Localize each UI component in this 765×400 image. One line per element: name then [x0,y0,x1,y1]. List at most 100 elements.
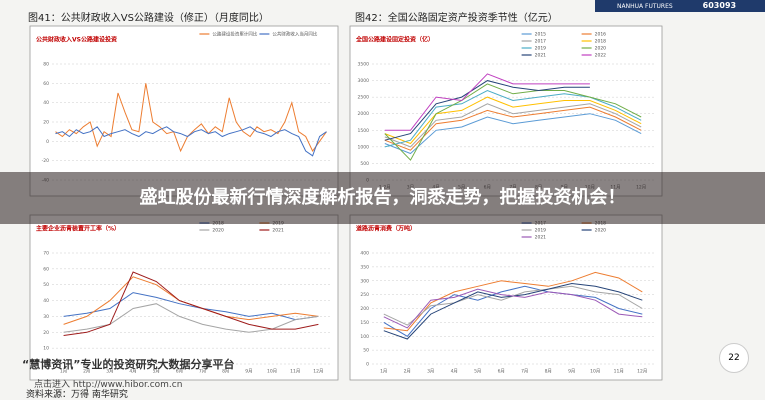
y-tick-label: 250 [360,292,369,298]
watermark: “慧博资讯”专业的投资研究大数据分享平台 [22,358,235,371]
x-tick-label: 11月 [290,369,300,375]
x-tick-label: 9月 [568,369,575,375]
figure-caption: 图42：全国公路固定资产投资季节性（亿元） [355,13,558,24]
x-tick-label: 12月 [637,369,647,375]
series-line [383,271,643,332]
chart-frame [29,25,339,197]
logo: NANHUA FUTURES 603093 [595,0,765,12]
y-tick-label: 500 [360,161,369,167]
x-tick-label: 5月 [153,369,160,375]
chart-frame [349,214,663,381]
x-tick-label: 1月 [60,369,67,375]
x-tick-label: 2月 [83,369,90,375]
y-tick-label: 50 [43,282,49,288]
y-tick-label: 2500 [358,95,370,101]
x-tick-label: 11月 [614,369,624,375]
x-tick-label: 2月 [404,369,411,375]
legend-label: 2018 [595,39,607,45]
series-line [55,83,327,153]
x-tick-label: 10月 [590,369,600,375]
figure-caption: 图41：公共财政收入VS公路建设（修正）（月度同比） [28,13,269,24]
legend-label: 公共财政收入当月同比 [272,31,317,38]
y-tick-label: 40 [43,298,49,304]
x-tick-label: 3月 [106,369,113,375]
y-tick-label: -20 [42,158,49,164]
legend-label: 2015 [535,32,547,38]
banner: 盛虹股份最新行情深度解析报告，洞悉走势，把握投资机会！ [0,172,765,224]
legend-label: 2019 [535,228,547,234]
legend-label: 2017 [535,39,547,45]
y-tick-label: 0 [366,362,369,368]
legend-label: 2022 [595,53,607,59]
y-tick-label: 20 [43,330,49,336]
y-tick-label: 300 [360,278,369,284]
series-line [63,303,319,333]
x-tick-label: 6月 [176,369,183,375]
y-tick-label: 70 [43,251,49,257]
y-tick-label: 0 [46,362,49,368]
y-tick-label: 350 [360,264,369,270]
y-tick-label: 1000 [358,144,370,150]
chart-title: 主要企业沥青装置开工率（%） [36,225,120,233]
x-tick-label: 4月 [129,369,136,375]
legend-label: 2020 [212,228,224,234]
y-tick-label: 3500 [358,62,370,68]
x-tick-label: 9月 [245,369,252,375]
y-tick-label: 10 [43,346,49,352]
logo-text: NANHUA FUTURES [617,3,673,10]
x-tick-label: 12月 [313,369,323,375]
legend-label: 2021 [535,53,547,59]
legend-label: 2016 [595,32,607,38]
page-number: 22 [719,343,749,373]
series-line [384,96,642,145]
series-line [383,288,643,329]
x-tick-label: 1月 [380,369,387,375]
series-line [55,126,327,157]
y-tick-label: 400 [360,251,369,257]
y-tick-label: 150 [360,320,369,326]
y-tick-label: 2000 [358,111,370,117]
x-tick-label: 7月 [521,369,528,375]
x-tick-label: 4月 [451,369,458,375]
x-tick-label: 8月 [222,369,229,375]
y-tick-label: 30 [43,314,49,320]
legend-label: 2019 [535,46,547,52]
chart-title: 全国公路建设固定投资（亿） [355,36,434,44]
series-line [384,89,642,148]
y-tick-label: 60 [43,81,49,87]
series-line [384,80,590,141]
series-line [384,106,642,151]
chart-frame [29,214,339,381]
x-tick-label: 8月 [545,369,552,375]
y-tick-label: 20 [43,120,49,126]
legend-label: 2021 [272,228,284,234]
y-tick-label: 0 [46,139,49,145]
x-tick-label: 7月 [199,369,206,375]
series-line [384,83,642,161]
y-tick-label: 60 [43,266,49,272]
legend-label: 公路建设投资累计同比 [212,31,257,38]
x-tick-label: 5月 [474,369,481,375]
y-tick-label: 200 [360,306,369,312]
legend-label: 2020 [595,46,607,52]
x-tick-label: 10月 [267,369,277,375]
series-line [384,113,642,155]
y-tick-label: 50 [363,348,369,354]
y-tick-label: 3000 [358,78,370,84]
series-line [63,292,319,321]
series-line [384,73,590,131]
chart-title: 公共财政收入VS公路建设投资 [36,36,117,44]
legend-label: 2021 [535,235,547,241]
y-tick-label: 1500 [358,128,370,134]
y-tick-label: 80 [43,62,49,68]
x-tick-label: 6月 [498,369,505,375]
link: 点击进入 http://www.hibor.com.cn [34,380,183,390]
x-tick-label: 3月 [427,369,434,375]
y-tick-label: 100 [360,334,369,340]
source: 资料来源：万得 南华研究 [26,390,128,400]
series-line [63,271,319,336]
y-tick-label: 40 [43,100,49,106]
chart-title: 道路沥青消费（万吨） [356,225,416,233]
